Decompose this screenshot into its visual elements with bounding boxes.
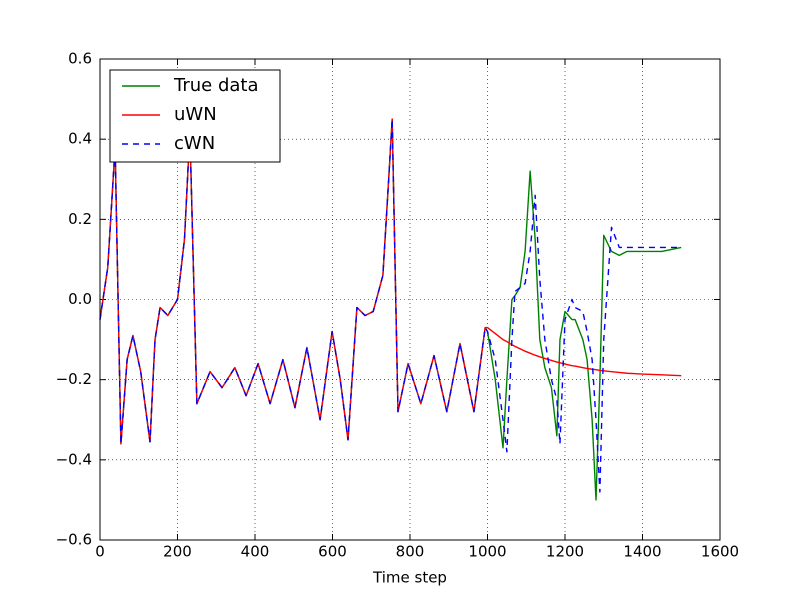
- series-line: [99, 118, 682, 493]
- y-tick-label: 0.4: [68, 130, 92, 148]
- y-tick-label: 0.0: [68, 290, 92, 308]
- y-tick-label: 0.6: [68, 50, 92, 68]
- x-tick-label: 1600: [701, 543, 739, 561]
- plot-frame: [99, 58, 721, 541]
- series-line: [99, 118, 682, 445]
- x-tick-label: 800: [396, 543, 425, 561]
- x-axis-label: Time step: [372, 569, 447, 587]
- x-tick-label: 1000: [468, 543, 506, 561]
- x-tick-label: 400: [241, 543, 270, 561]
- x-tick-label: 1400: [623, 543, 661, 561]
- legend: True data uWN cWN: [109, 69, 281, 163]
- x-tick-label: 600: [318, 543, 347, 561]
- x-tick-label: 0: [95, 543, 105, 561]
- y-tick-label: −0.6: [56, 531, 92, 549]
- x-tick-label: 1200: [546, 543, 584, 561]
- legend-label: True data: [173, 75, 259, 96]
- y-tick-label: 0.2: [68, 210, 92, 228]
- x-tick-label: 200: [163, 543, 192, 561]
- legend-label: cWN: [174, 133, 215, 154]
- y-tick-label: −0.4: [56, 450, 92, 468]
- legend-label: uWN: [174, 104, 217, 125]
- y-tick-label: −0.2: [56, 370, 92, 388]
